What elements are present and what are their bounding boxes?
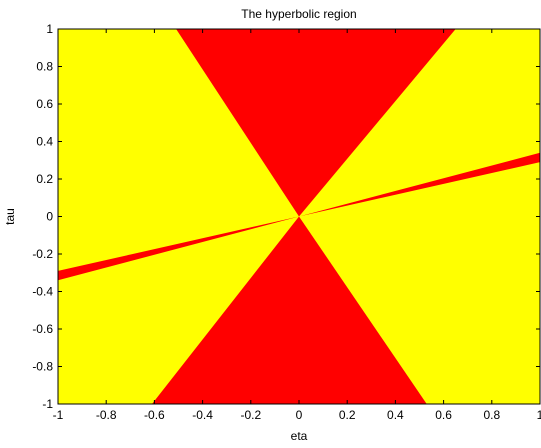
chart-title: The hyperbolic region	[241, 7, 356, 21]
y-axis: -1 -0.8 -0.6 -0.4 -0.2 0 0.2 0.4 0.6 0.8 1	[32, 22, 540, 411]
x-tick-label: 1	[537, 408, 541, 422]
x-tick-label: -0.2	[240, 408, 261, 422]
y-tick-label: 0.6	[36, 97, 53, 111]
x-axis-label: eta	[291, 429, 308, 443]
y-tick-label: 0.4	[36, 135, 53, 149]
y-tick-label: 1	[46, 22, 53, 36]
y-axis-label: tau	[3, 208, 17, 225]
plot-area	[57, 28, 541, 405]
y-tick-label: 0	[46, 210, 53, 224]
x-tick-label: 0.2	[339, 408, 356, 422]
x-tick-label: -0.8	[96, 408, 117, 422]
y-tick-label: 0.2	[36, 172, 53, 186]
region-lower-wedge	[151, 216, 427, 404]
regions-group	[58, 29, 540, 404]
y-tick-label: 0.8	[36, 60, 53, 74]
x-tick-label: 0.4	[387, 408, 404, 422]
region-upper-wedge	[176, 29, 456, 217]
y-tick-label: -1	[42, 397, 53, 411]
y-tick-label: -0.6	[32, 322, 53, 336]
x-tick-label: 0.8	[483, 408, 500, 422]
x-tick-label: -0.4	[192, 408, 213, 422]
x-tick-label: -1	[53, 408, 64, 422]
x-tick-label: 0.6	[435, 408, 452, 422]
x-tick-label: 0	[296, 408, 303, 422]
y-tick-label: -0.8	[32, 360, 53, 374]
x-axis: -1 -0.8 -0.6 -0.4 -0.2 0 0.2 0.4 0.6 0.8 1	[53, 29, 541, 422]
y-tick-label: -0.4	[32, 285, 53, 299]
x-tick-label: -0.6	[144, 408, 165, 422]
y-tick-label: -0.2	[32, 247, 53, 261]
region-thin-band	[58, 152, 540, 281]
